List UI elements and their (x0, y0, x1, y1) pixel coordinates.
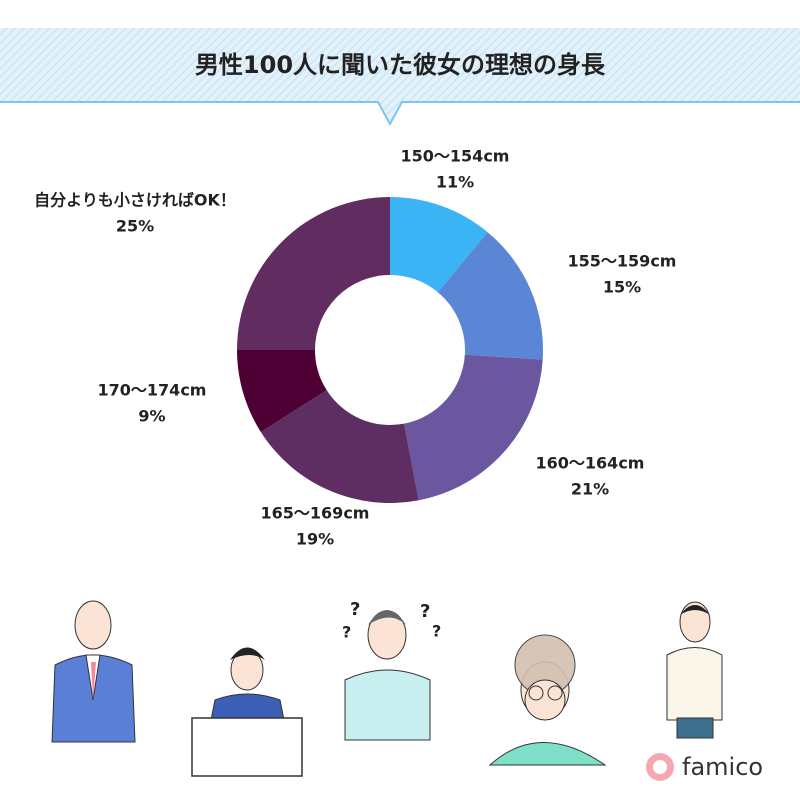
value-label: 9% (138, 407, 165, 426)
donut-segment (404, 354, 543, 501)
segment-label: 150〜154cm (401, 147, 510, 166)
donut-segment (437, 232, 543, 360)
illustration-sweater (666, 601, 723, 739)
donut-segment (260, 390, 419, 503)
illustration-thinking: ? ? ? ? (342, 599, 441, 741)
labels: 150〜154cm 11% 155〜159cm 15% 160〜164cm 21% 165〜… (34, 147, 676, 549)
logo: famico (646, 753, 763, 781)
segment-label: 160〜164cm (536, 454, 645, 473)
logo-text: famico (682, 753, 763, 781)
chart-title: 男性100人に聞いた彼女の理想の身長 (195, 51, 606, 79)
illustration-glasses (488, 634, 607, 766)
svg-text:?: ? (432, 622, 441, 641)
donut (237, 197, 543, 503)
segment-label: 170〜174cm (98, 381, 207, 400)
segment-label: 165〜169cm (261, 504, 370, 523)
value-label: 25% (116, 217, 154, 236)
value-label: 15% (603, 278, 641, 297)
value-label: 11% (436, 173, 474, 192)
value-label: 21% (571, 480, 609, 499)
svg-text:?: ? (342, 623, 351, 642)
svg-text:?: ? (420, 601, 430, 622)
title-banner (0, 28, 800, 127)
value-label: 19% (296, 530, 334, 549)
donut-segment (237, 197, 390, 350)
donut-segment (237, 350, 327, 432)
segment-label: 自分よりも小さければOK！ (34, 191, 236, 210)
svg-text:?: ? (350, 599, 360, 620)
illustration-suit (51, 600, 136, 743)
illustration-sign (191, 647, 303, 777)
donut-segment (390, 197, 488, 293)
segment-label: 155〜159cm (568, 252, 677, 271)
